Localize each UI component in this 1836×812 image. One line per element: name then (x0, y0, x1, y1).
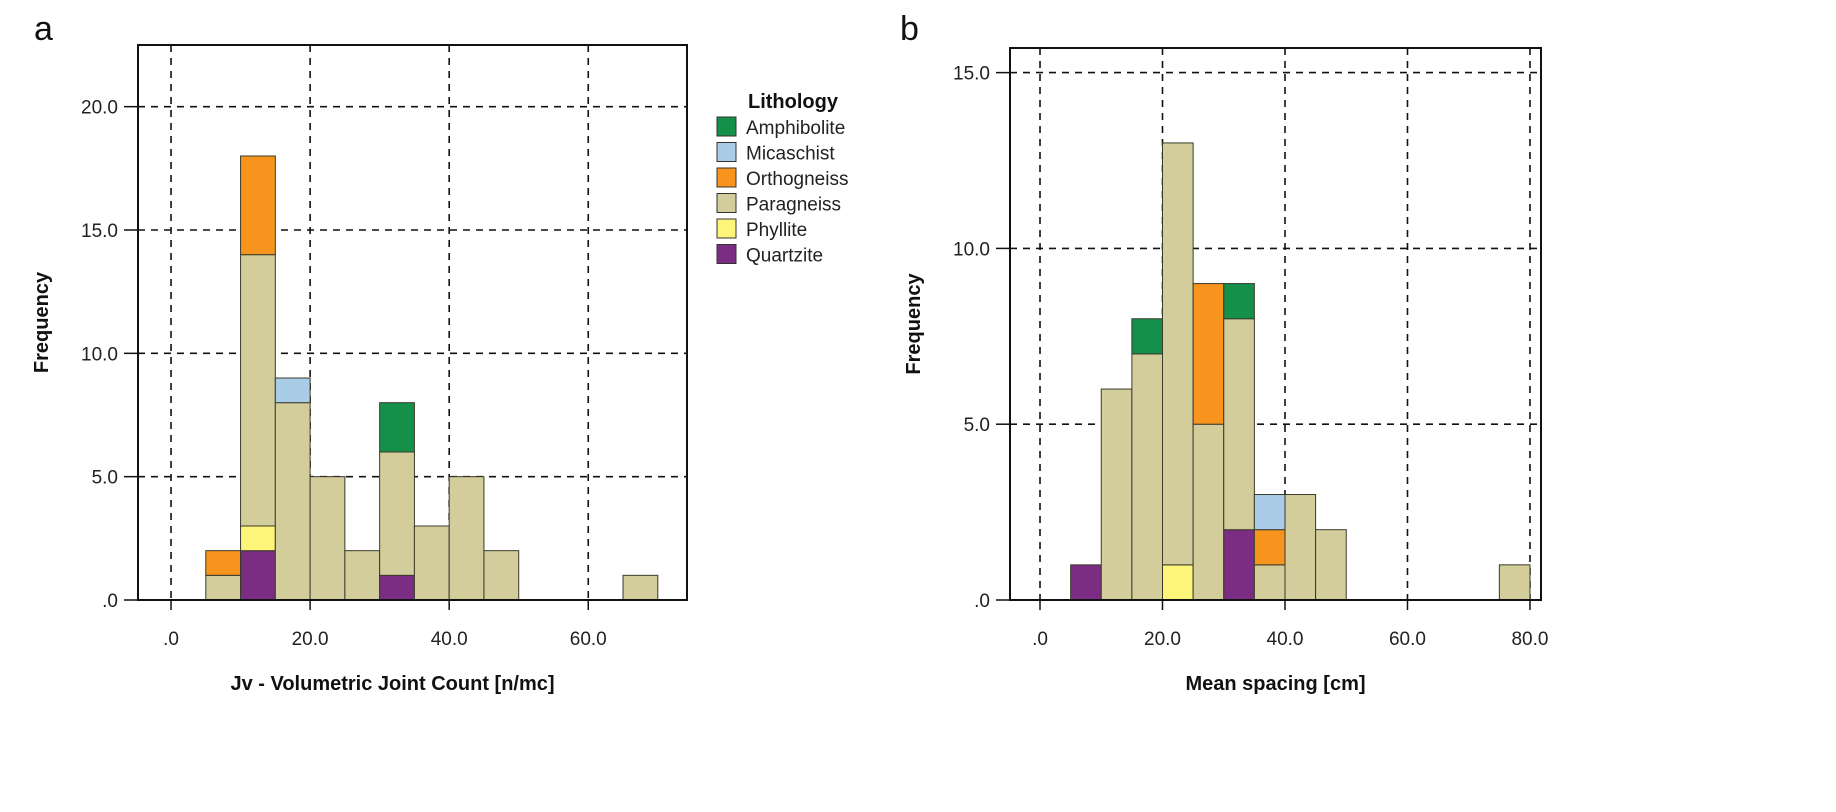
y-tick-label: 5.0 (92, 468, 118, 489)
bar-segment-quartzite (240, 550, 276, 601)
panel-label: b (900, 10, 919, 48)
legend-swatch-micaschist (716, 142, 737, 162)
legend-swatch-phyllite (716, 218, 737, 239)
bar-segment-orthogneiss (205, 550, 242, 576)
y-tick-label: 10.0 (953, 239, 990, 260)
legend-item-amphibolite: Amphibolite (746, 118, 845, 139)
bar-segment-amphibolite (1223, 283, 1255, 320)
bar-segment-phyllite (240, 525, 276, 552)
x-tick-label: 80.0 (1511, 629, 1548, 650)
legend-swatch-quartzite (716, 244, 737, 264)
x-tick-label: 60.0 (1389, 629, 1426, 650)
legend-swatch-amphibolite (716, 116, 737, 137)
bar-segment-quartzite (1223, 529, 1255, 601)
bar-segment-orthogneiss (240, 155, 276, 256)
bar-segment-paragneiss (448, 476, 485, 601)
x-axis-label: Mean spacing [cm] (1185, 673, 1365, 695)
legend-title: Lithology (748, 91, 839, 113)
legend-item-orthogneiss: Orthogneiss (746, 169, 848, 190)
bar-segment-paragneiss (1223, 318, 1255, 531)
bar-segment-amphibolite (379, 402, 415, 453)
bar-segment-paragneiss (205, 574, 242, 601)
x-tick-label: 20.0 (1144, 629, 1181, 650)
x-tick-label: 20.0 (292, 629, 329, 650)
bar-segment-paragneiss (1100, 388, 1133, 601)
panel-label: a (34, 10, 53, 48)
bar-segment-paragneiss (1315, 529, 1347, 601)
bar-segment-paragneiss (274, 402, 311, 601)
legend-item-phyllite: Phyllite (746, 220, 807, 241)
y-tick-label: 15.0 (953, 64, 990, 85)
bar-segment-paragneiss (240, 254, 276, 527)
x-tick-label: .0 (1032, 629, 1048, 650)
bar-segment-paragneiss (413, 525, 450, 601)
bar-segment-orthogneiss (1253, 529, 1286, 566)
bar-segment-paragneiss (1498, 564, 1531, 601)
legend-item-paragneiss: Paragneiss (746, 195, 841, 216)
bar-segment-paragneiss (1162, 142, 1194, 566)
bar-segment-paragneiss (622, 574, 659, 601)
legend-item-quartzite: Quartzite (746, 246, 823, 267)
bar-segment-amphibolite (1131, 318, 1164, 355)
bar-segment-phyllite (1162, 564, 1194, 601)
x-tick-label: 60.0 (570, 629, 607, 650)
plot-frame (1009, 47, 1542, 601)
y-axis-label: Frequency (903, 273, 925, 375)
bar-segment-paragneiss (309, 476, 346, 601)
bar-segment-paragneiss (1253, 564, 1286, 601)
y-tick-label: .0 (102, 591, 118, 612)
bar-segment-paragneiss (1131, 353, 1164, 601)
x-tick-label: 40.0 (1267, 629, 1304, 650)
chart-a: .0 20.0 40.0 60.0 .0 5.0 10.0 15.0 20.0 Jv - Volu… (31, 10, 688, 695)
y-tick-label: 15.0 (81, 221, 118, 242)
bar-segment-paragneiss (1284, 494, 1317, 601)
legend-swatch-orthogneiss (716, 167, 737, 188)
bar-segment-quartzite (1070, 564, 1102, 601)
bar-segment-paragneiss (1192, 423, 1225, 601)
chart-b: .0 20.0 40.0 60.0 80.0 .0 5.0 10.0 15.0 Mean spac… (900, 10, 1548, 695)
x-tick-label: 40.0 (431, 629, 468, 650)
bar-segment-micaschist (274, 377, 311, 404)
y-tick-label: 20.0 (81, 98, 118, 119)
legend: Lithology Amphibolite Micaschist Orthognei… (716, 91, 848, 267)
y-tick-label: .0 (974, 591, 990, 612)
x-tick-label: .0 (163, 629, 179, 650)
plot-frame (137, 44, 688, 601)
y-tick-label: 5.0 (964, 415, 990, 436)
legend-item-micaschist: Micaschist (746, 144, 835, 165)
legend-swatch-paragneiss (716, 193, 737, 213)
bar-segment-quartzite (379, 574, 415, 601)
bar-segment-paragneiss (483, 550, 520, 601)
y-axis-label: Frequency (31, 271, 53, 373)
bar-segment-paragneiss (344, 550, 381, 601)
y-tick-label: 10.0 (81, 344, 118, 365)
x-axis-label: Jv - Volumetric Joint Count [n/mc] (230, 673, 554, 695)
bar-segment-orthogneiss (1192, 283, 1225, 425)
bar-segment-micaschist (1253, 494, 1286, 531)
bar-segment-paragneiss (379, 451, 415, 576)
